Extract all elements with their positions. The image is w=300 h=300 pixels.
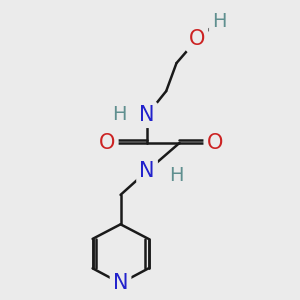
Text: O: O [189, 29, 205, 49]
Text: N: N [113, 273, 128, 293]
Text: H: H [112, 105, 126, 124]
Text: H: H [169, 166, 184, 185]
Text: N: N [139, 105, 155, 125]
Text: N: N [139, 161, 155, 181]
Text: H: H [212, 11, 226, 31]
Text: O: O [99, 133, 116, 153]
Text: O: O [207, 133, 223, 153]
